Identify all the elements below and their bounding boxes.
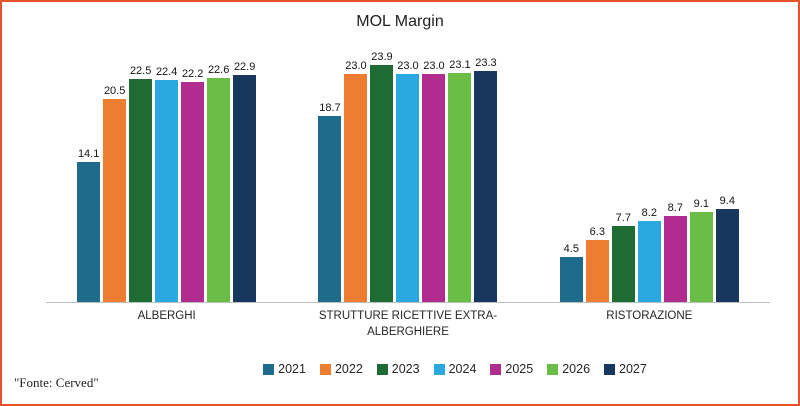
bar-group: 4.5 6.3 7.7 8.2 8.7 9.1 9.4 bbox=[559, 194, 739, 302]
legend-swatch bbox=[604, 363, 616, 375]
legend-label: 2023 bbox=[391, 362, 420, 377]
bar-value-label: 23.0 bbox=[345, 59, 367, 72]
bar-value-label: 22.5 bbox=[129, 64, 152, 77]
bar-column: 22.5 bbox=[129, 64, 153, 302]
bar-value-label: 22.4 bbox=[155, 65, 178, 78]
legend-swatch bbox=[490, 363, 502, 375]
legend-item-2022: 2022 bbox=[319, 362, 363, 377]
legend-item-2026: 2026 bbox=[547, 362, 590, 376]
bar-column: 22.4 bbox=[155, 65, 179, 302]
x-axis-labels: ALBERGHI STRUTTURE RICETTIVE EXTRA-ALBER… bbox=[46, 309, 770, 340]
legend-label: 2021 bbox=[278, 362, 306, 377]
bar-group: 14.1 20.5 22.5 22.4 22.2 22.6 22.9 bbox=[77, 60, 257, 302]
bar-value-label: 8.7 bbox=[667, 201, 683, 214]
bar-value-label: 23.0 bbox=[397, 59, 419, 72]
bar-value-label: 23.9 bbox=[371, 50, 393, 63]
plot-area: 14.1 20.5 22.5 22.4 22.2 22.6 22.9 18.7 23.0 23.9… bbox=[46, 44, 770, 303]
bar-column: 9.4 bbox=[715, 194, 739, 302]
legend-item-2023: 2023 bbox=[376, 362, 420, 377]
category-label-alberghi: ALBERGHI bbox=[137, 310, 196, 322]
bar-column: 14.1 bbox=[77, 148, 101, 302]
legend-item-2027: 2027 bbox=[604, 362, 647, 376]
bar-column: 22.2 bbox=[181, 67, 205, 302]
bar-column: 22.9 bbox=[233, 60, 257, 302]
bar-value-label: 14.1 bbox=[77, 148, 100, 161]
legend-item-2024: 2024 bbox=[433, 362, 477, 377]
legend-swatch bbox=[319, 363, 331, 375]
bar-2023 bbox=[611, 225, 635, 302]
bar-2024 bbox=[637, 220, 661, 302]
bar-2022 bbox=[585, 239, 609, 302]
category-label-ristorazione: RISTORAZIONE bbox=[606, 310, 693, 322]
bar-2024 bbox=[396, 73, 420, 302]
bar-2024 bbox=[155, 79, 179, 302]
bar-2023 bbox=[370, 64, 394, 302]
legend: 2021 2022 2023 2024 2025 2026 2027 bbox=[2, 362, 798, 376]
bar-group: 18.7 23.0 23.9 23.0 23.0 23.1 23.3 bbox=[318, 50, 498, 302]
bar-value-label: 22.6 bbox=[207, 63, 230, 76]
bar-2022 bbox=[103, 98, 127, 302]
bar-value-label: 22.2 bbox=[181, 67, 204, 80]
bar-column: 23.1 bbox=[448, 58, 472, 302]
bar-2027 bbox=[474, 70, 498, 302]
bar-value-label: 6.3 bbox=[589, 225, 605, 238]
bar-value-label: 4.5 bbox=[563, 243, 579, 256]
bar-2023 bbox=[129, 78, 153, 302]
legend-swatch bbox=[376, 363, 388, 375]
bar-column: 8.2 bbox=[637, 206, 661, 302]
bar-column: 9.1 bbox=[689, 197, 713, 302]
legend-swatch bbox=[263, 363, 275, 375]
category-label-strutture: STRUTTURE RICETTIVE EXTRA-ALBERGHIERE bbox=[318, 310, 498, 338]
bar-value-label: 18.7 bbox=[319, 102, 341, 115]
bar-2027 bbox=[715, 208, 739, 302]
legend-label: 2024 bbox=[448, 362, 477, 377]
bar-value-label: 23.1 bbox=[449, 58, 471, 71]
bar-column: 6.3 bbox=[585, 225, 609, 302]
bar-column: 18.7 bbox=[318, 102, 342, 302]
bar-2026 bbox=[207, 77, 231, 302]
legend-swatch bbox=[433, 363, 445, 375]
bar-2021 bbox=[318, 116, 342, 302]
bar-value-label: 23.0 bbox=[423, 59, 445, 72]
bar-2022 bbox=[344, 73, 368, 302]
bar-2021 bbox=[77, 162, 101, 302]
bar-value-label: 7.7 bbox=[615, 211, 631, 224]
legend-swatch bbox=[547, 363, 559, 375]
bar-2026 bbox=[448, 72, 472, 302]
bar-value-label: 8.2 bbox=[641, 206, 657, 219]
bar-column: 23.0 bbox=[344, 59, 368, 302]
bar-column: 8.7 bbox=[663, 201, 687, 302]
bar-2026 bbox=[689, 211, 713, 302]
bar-2025 bbox=[663, 215, 687, 302]
legend-label: 2025 bbox=[505, 362, 534, 377]
bar-2025 bbox=[422, 73, 446, 302]
bar-value-label: 9.1 bbox=[693, 197, 709, 210]
bar-column: 22.6 bbox=[207, 63, 231, 302]
legend-label: 2022 bbox=[334, 362, 363, 377]
legend-item-2025: 2025 bbox=[490, 362, 533, 376]
bar-column: 20.5 bbox=[103, 84, 127, 302]
bar-value-label: 23.3 bbox=[475, 56, 497, 69]
bar-column: 4.5 bbox=[559, 243, 583, 302]
bar-column: 23.9 bbox=[370, 50, 394, 302]
bar-column: 23.0 bbox=[422, 59, 446, 302]
bar-2025 bbox=[181, 81, 205, 302]
bar-value-label: 22.9 bbox=[233, 60, 256, 73]
bar-2021 bbox=[559, 257, 583, 302]
bar-column: 7.7 bbox=[611, 211, 635, 302]
bar-2027 bbox=[233, 74, 257, 302]
legend-label: 2026 bbox=[562, 362, 591, 377]
footer-source: "Fonte: Cerved" bbox=[14, 375, 99, 390]
bar-column: 23.3 bbox=[474, 56, 498, 302]
bar-value-label: 20.5 bbox=[103, 84, 126, 97]
legend-item-2021: 2021 bbox=[263, 362, 306, 376]
bar-column: 23.0 bbox=[396, 59, 420, 302]
chart-title: MOL Margin bbox=[356, 13, 444, 30]
legend-label: 2027 bbox=[619, 362, 647, 377]
bar-value-label: 9.4 bbox=[719, 194, 735, 207]
